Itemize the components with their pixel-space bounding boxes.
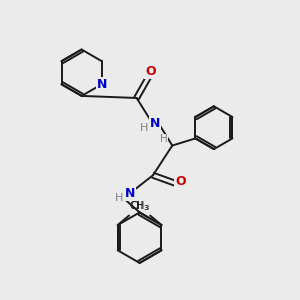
Text: CH$_3$: CH$_3$ [129, 199, 149, 213]
Text: N: N [97, 78, 107, 91]
Text: H: H [160, 134, 168, 144]
Text: CH$_3$: CH$_3$ [130, 199, 151, 213]
Text: N: N [125, 188, 135, 200]
Text: O: O [175, 175, 186, 188]
Text: H: H [140, 123, 148, 133]
Text: N: N [150, 117, 160, 130]
Text: H: H [115, 193, 123, 202]
Text: O: O [145, 65, 156, 78]
